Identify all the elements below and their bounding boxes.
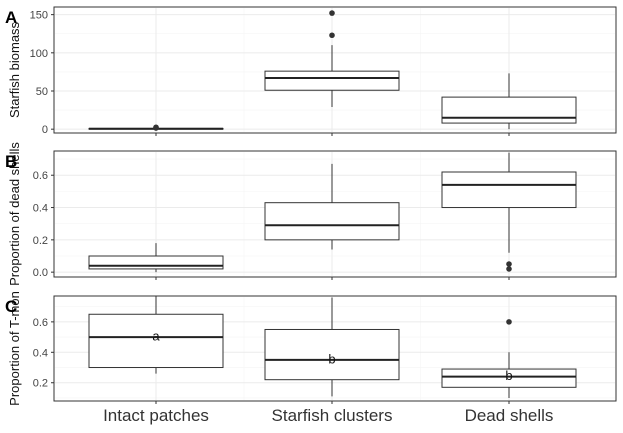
y-tick-label: 0.6 [33,170,48,182]
x-tick-label: Dead shells [465,406,554,425]
outlier-point [506,319,512,325]
group-letter: b [328,351,335,366]
y-axis-label: Proportion of dead shells [7,142,22,286]
box-dead-shells [441,73,577,130]
y-tick-label: 0.4 [33,347,48,359]
box-dead-shells [441,152,577,272]
box-intact-patches [88,243,224,273]
outlier-point [329,32,335,39]
group-letter: a [152,329,160,344]
y-tick-label: 100 [30,48,48,60]
box-body [88,255,224,270]
box-body [88,313,224,369]
box-starfish-clusters [264,163,400,250]
outlier-point [506,261,512,267]
outlier-point [329,10,335,16]
box-intact-patches [88,124,224,131]
y-tick-label: 50 [36,86,48,98]
group-letter: b [505,368,512,383]
y-axis-label: Starfish biomass [7,21,22,118]
box-body [264,328,400,381]
box-intact-patches [88,296,224,374]
panel-tag: A [5,8,17,27]
y-axis-label: Proportion of T-mon [7,291,22,406]
box-body [264,202,400,241]
outlier-point [506,266,512,272]
box-body [441,171,577,209]
y-tick-label: 0.0 [33,267,48,279]
box-starfish-clusters [264,297,400,397]
y-tick-label: 0 [42,124,48,136]
panel-tag: C [5,297,17,316]
box-body [441,368,577,388]
y-tick-label: 0.4 [33,203,48,215]
y-tick-label: 0.2 [33,378,48,390]
box-body [441,96,577,124]
box-body [264,70,400,91]
y-tick-label: 150 [30,10,48,22]
x-tick-label: Starfish clusters [272,406,393,425]
x-tick-label: Intact patches [103,406,209,425]
box-starfish-clusters [264,10,400,108]
outlier-point [153,124,159,131]
y-tick-label: 0.2 [33,235,48,247]
box-dead-shells [441,319,577,398]
y-tick-label: 0.6 [33,317,48,329]
panel-tag: B [5,152,17,171]
